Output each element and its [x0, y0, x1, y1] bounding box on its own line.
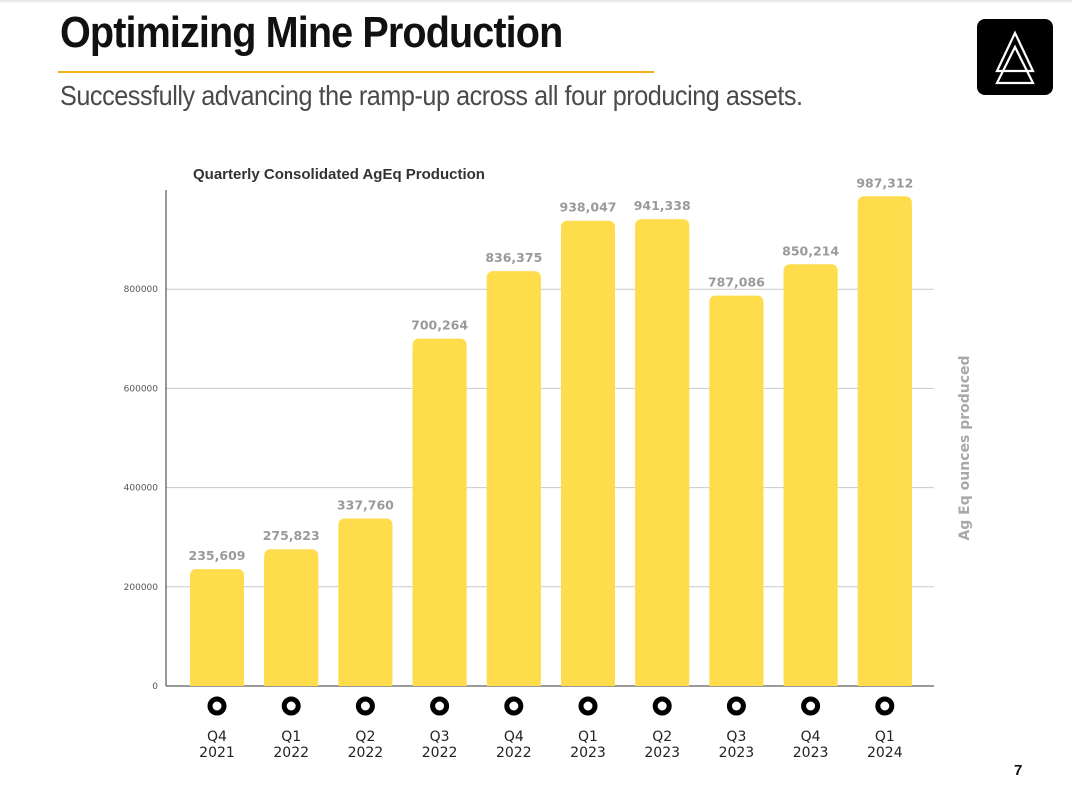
ring-marker-icon [801, 696, 821, 716]
bar-base [486, 279, 541, 686]
y-tick-label: 200000 [124, 583, 159, 593]
x-category-label-year: 2023 [719, 745, 755, 761]
x-category-label-year: 2023 [644, 745, 680, 761]
y-axis-title: Ag Eq ounces produced [957, 355, 973, 540]
bar-data-label: 836,375 [485, 250, 542, 265]
bar-base [190, 577, 244, 686]
bar-data-label: 700,264 [411, 318, 468, 333]
title-underline [58, 71, 654, 73]
ring-marker-icon [504, 696, 524, 716]
y-tick-label: 0 [152, 682, 158, 692]
x-category-label-year: 2023 [570, 745, 606, 761]
bar-data-label: 938,047 [560, 200, 617, 215]
x-category-label-quarter: Q3 [726, 729, 746, 745]
bar-base [635, 227, 690, 686]
page-title: Optimizing Mine Production [60, 8, 563, 57]
ring-marker-icon [578, 696, 598, 716]
bar-base [709, 303, 764, 686]
bar-data-label: 850,214 [782, 243, 839, 258]
bar-data-label: 941,338 [634, 198, 691, 213]
ring-marker-icon [207, 696, 227, 716]
bar-data-label: 235,609 [189, 548, 246, 563]
ring-marker-icon [430, 696, 450, 716]
x-category-label-quarter: Q1 [578, 729, 598, 745]
chart-bars [190, 196, 912, 686]
bar-data-label: 275,823 [263, 528, 320, 543]
chart-title: Quarterly Consolidated AgEq Production [193, 166, 485, 183]
x-category-label-quarter: Q4 [207, 729, 227, 745]
bar-base [264, 557, 319, 686]
x-category-label-quarter: Q1 [281, 729, 301, 745]
x-category-label-year: 2022 [422, 745, 458, 761]
bar-base [783, 272, 838, 686]
page-subtitle: Successfully advancing the ramp-up acros… [60, 80, 803, 111]
page-number: 7 [1014, 762, 1023, 779]
y-tick-label: 600000 [124, 384, 159, 394]
bar-data-label: 787,086 [708, 275, 765, 290]
x-category-label-quarter: Q2 [355, 729, 375, 745]
x-category-label-year: 2024 [867, 745, 903, 761]
bar-base [561, 228, 615, 686]
bar-data-label: 987,312 [856, 175, 913, 190]
x-category-label-quarter: Q4 [504, 729, 524, 745]
ring-marker-icon [875, 696, 895, 716]
x-category-label-quarter: Q1 [875, 729, 895, 745]
y-tick-label: 800000 [124, 285, 159, 295]
triangle-logo-icon [995, 30, 1035, 85]
x-category-label-year: 2022 [348, 745, 384, 761]
top-shadow [0, 0, 1072, 4]
chart-labels: 0200000400000600000800000235,609Q4202127… [124, 175, 914, 761]
x-category-label-quarter: Q2 [652, 729, 672, 745]
ring-marker-icon [355, 696, 375, 716]
bar-base [412, 346, 467, 686]
y-tick-label: 400000 [124, 484, 159, 494]
production-bar-chart: Quarterly Consolidated AgEq Production 0… [124, 166, 973, 761]
x-category-label-year: 2022 [496, 745, 532, 761]
ring-marker-icon [281, 696, 301, 716]
x-category-label-year: 2022 [273, 745, 309, 761]
x-category-label-quarter: Q3 [430, 729, 450, 745]
x-category-label-year: 2021 [199, 745, 235, 761]
bar-data-label: 337,760 [337, 497, 394, 512]
ring-marker-icon [652, 696, 672, 716]
x-category-label-year: 2023 [793, 745, 829, 761]
bar-base [338, 526, 393, 686]
bar-base [857, 204, 912, 686]
x-category-label-quarter: Q4 [801, 729, 821, 745]
ring-marker-icon [726, 696, 746, 716]
company-logo [977, 19, 1053, 95]
